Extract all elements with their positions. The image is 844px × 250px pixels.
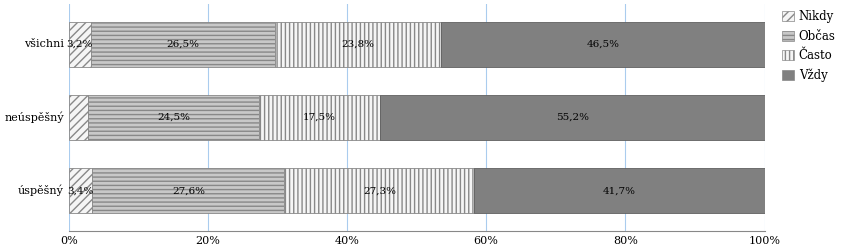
Text: 3,2%: 3,2% — [67, 40, 93, 49]
Bar — [381, 95, 765, 140]
Bar — [88, 95, 258, 140]
Text: 55,2%: 55,2% — [556, 113, 589, 122]
Text: 24,5%: 24,5% — [157, 113, 190, 122]
Bar — [92, 168, 284, 214]
Bar — [68, 95, 88, 140]
Text: 17,5%: 17,5% — [303, 113, 336, 122]
Bar — [68, 168, 92, 214]
Text: 26,5%: 26,5% — [166, 40, 200, 49]
Bar — [474, 168, 765, 214]
Text: 23,8%: 23,8% — [342, 40, 375, 49]
Bar — [91, 22, 275, 67]
Bar — [284, 168, 474, 214]
Bar — [441, 22, 765, 67]
Legend: Nikdy, Občas, Často, Vždy: Nikdy, Občas, Často, Vždy — [777, 6, 841, 87]
Text: 27,3%: 27,3% — [363, 186, 396, 195]
Text: 41,7%: 41,7% — [603, 186, 636, 195]
Text: 3,4%: 3,4% — [68, 186, 94, 195]
Bar — [258, 95, 381, 140]
Text: 46,5%: 46,5% — [587, 40, 619, 49]
Bar — [68, 22, 91, 67]
Text: 27,6%: 27,6% — [172, 186, 205, 195]
Bar — [275, 22, 441, 67]
